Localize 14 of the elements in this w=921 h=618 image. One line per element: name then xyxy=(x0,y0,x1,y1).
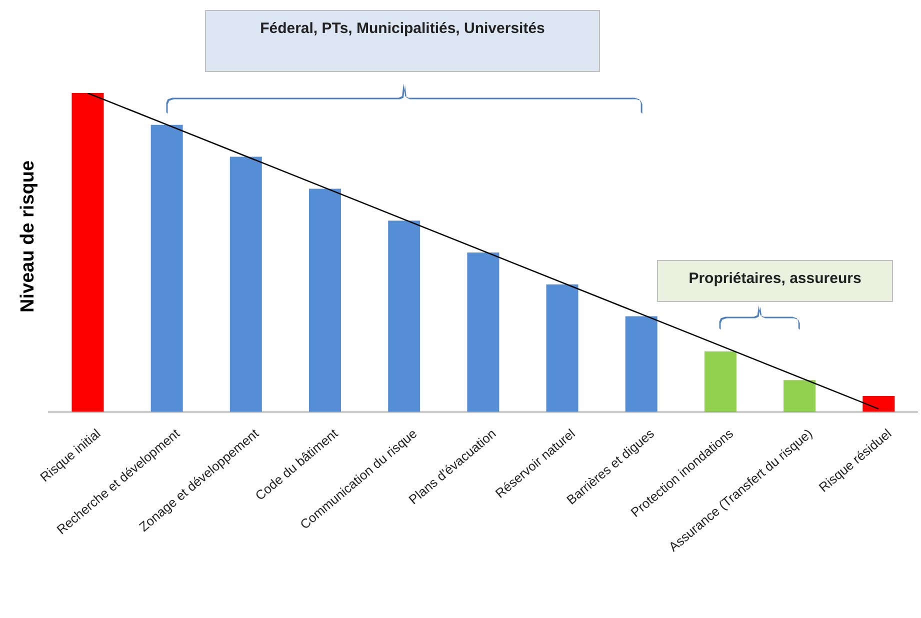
bar xyxy=(72,93,104,412)
y-axis-title: Niveau de risque xyxy=(18,160,39,312)
bar xyxy=(467,252,500,412)
bar xyxy=(704,351,736,412)
bar xyxy=(230,156,262,412)
bar xyxy=(309,188,341,412)
bar xyxy=(862,396,895,412)
text: Féderal, PTs, Municipalitiés, Universités xyxy=(259,20,546,37)
bar xyxy=(625,316,658,412)
bar xyxy=(388,220,420,412)
bar xyxy=(546,284,578,412)
annotation: Propriétaires, assureurs xyxy=(688,270,862,287)
bar xyxy=(784,380,816,412)
bar xyxy=(150,124,183,412)
